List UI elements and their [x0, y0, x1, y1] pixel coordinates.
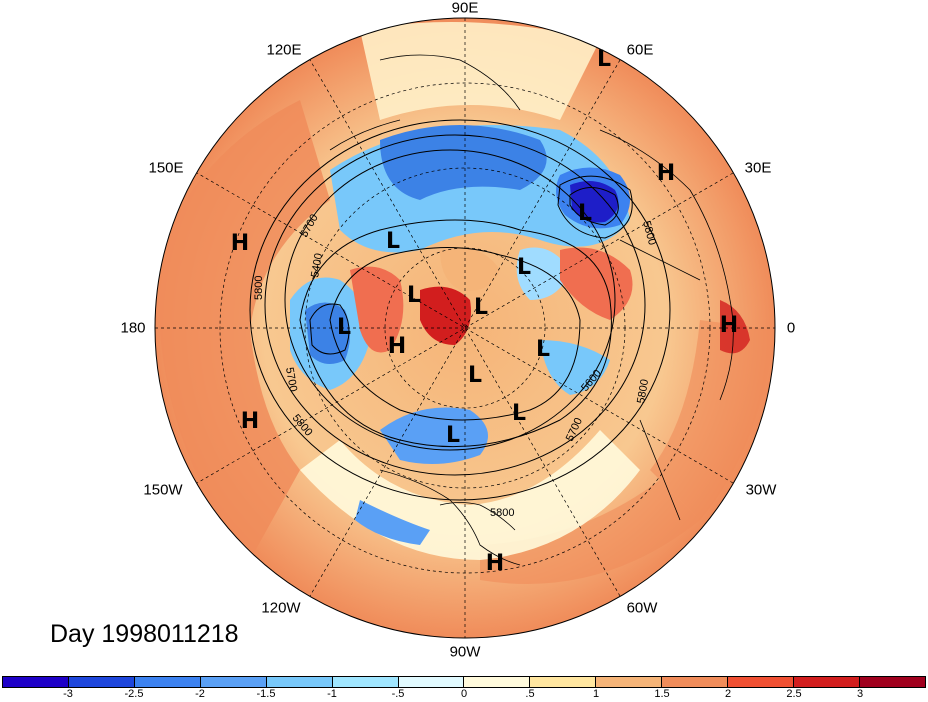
- colorbar-tick-label: -.5: [391, 688, 405, 700]
- lon-label-90w: 90W: [449, 643, 481, 661]
- graticule: [155, 18, 775, 638]
- contour-label: 5800: [490, 507, 514, 519]
- contour-label: 5700: [283, 366, 299, 392]
- low-pressure-center: L: [578, 201, 592, 226]
- lon-label-180: 180: [120, 319, 146, 337]
- low-pressure-center: L: [512, 401, 526, 426]
- pressure-centers: L L H L H L L L H L L L L L L H H H: [231, 47, 738, 576]
- colorbar-swatch: [67, 677, 134, 687]
- coastlines: [329, 54, 734, 566]
- colorbar-swatch: [858, 677, 925, 687]
- geopotential-contours: [249, 119, 671, 501]
- lon-label-150e: 150E: [148, 159, 184, 177]
- low-pressure-center: L: [517, 255, 531, 280]
- colorbar-tick-label: 0: [460, 688, 468, 700]
- lon-label-60e: 60E: [626, 41, 654, 59]
- colorbar-swatch: [199, 677, 266, 687]
- high-pressure-center: H: [388, 334, 406, 359]
- low-pressure-center: L: [446, 423, 460, 448]
- colorbar-swatch: [727, 677, 794, 687]
- map-boundary: [154, 17, 776, 639]
- colorbar: [2, 676, 926, 688]
- colorbar-tick-label: -2.5: [124, 688, 144, 700]
- colorbar-swatch: [3, 677, 68, 687]
- lon-label-0: 0: [786, 319, 796, 337]
- colorbar-swatch: [793, 677, 859, 687]
- lon-label-90e: 90E: [451, 0, 479, 17]
- colorbar-tick-label: .5: [525, 688, 535, 700]
- low-pressure-center: L: [337, 315, 351, 340]
- low-pressure-center: L: [536, 337, 550, 362]
- low-pressure-center: L: [597, 47, 611, 72]
- lon-label-30w: 30W: [745, 481, 777, 499]
- low-pressure-center: L: [407, 283, 421, 308]
- colorbar-tick-label: 2: [724, 688, 732, 700]
- lon-label-30e: 30E: [744, 159, 772, 177]
- map-title: Day 1998011218: [50, 620, 239, 648]
- high-pressure-center: H: [241, 409, 259, 434]
- colorbar-tick-label: -2: [195, 688, 205, 700]
- colorbar-swatch: [265, 677, 332, 687]
- colorbar-tick-label: -1.5: [256, 688, 276, 700]
- colorbar-tick-label: 3: [856, 688, 864, 700]
- high-pressure-center: H: [657, 161, 675, 186]
- low-pressure-center: L: [474, 295, 488, 320]
- colorbar-swatch: [463, 677, 530, 687]
- lon-label-120e: 120E: [266, 41, 302, 59]
- colorbar-swatch: [397, 677, 464, 687]
- anomaly-field: [155, 18, 775, 638]
- high-pressure-center: H: [486, 551, 504, 576]
- colorbar-tick-label: 1: [592, 688, 600, 700]
- colorbar-swatch: [133, 677, 200, 687]
- colorbar-tick-label: 2.5: [786, 688, 802, 700]
- contour-label: 5400: [309, 252, 325, 278]
- colorbar-swatch: [529, 677, 596, 687]
- contour-label: 5800: [635, 378, 651, 404]
- colorbar-swatch: [661, 677, 728, 687]
- lon-label-120w: 120W: [261, 599, 301, 617]
- contour-label: 5800: [253, 276, 265, 300]
- low-pressure-center: L: [468, 363, 482, 388]
- colorbar-swatch: [595, 677, 662, 687]
- colorbar-tick-label: -3: [63, 688, 73, 700]
- high-pressure-center: H: [720, 313, 738, 338]
- lon-label-150w: 150W: [143, 481, 183, 499]
- low-pressure-center: L: [386, 229, 400, 254]
- lon-label-60w: 60W: [626, 599, 658, 617]
- colorbar-ticks: -3 -2.5 -2 -1.5 -1 -.5 0 .5 1 1.5 2 2.5 3: [2, 688, 926, 702]
- colorbar-swatch: [331, 677, 398, 687]
- colorbar-tick-label: 1.5: [654, 688, 670, 700]
- colorbar-tick-label: -1: [327, 688, 337, 700]
- high-pressure-center: H: [231, 231, 249, 256]
